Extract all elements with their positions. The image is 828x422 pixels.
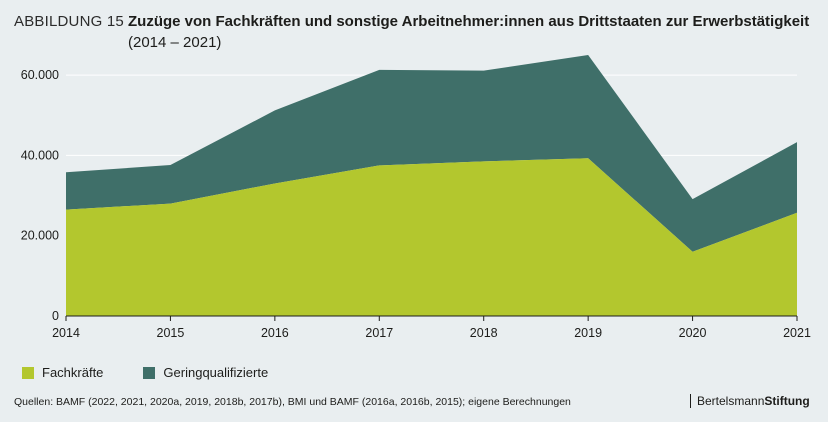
area-layer [66, 55, 797, 316]
brand-part2: Stiftung [764, 394, 810, 408]
legend-swatch-gering [143, 366, 156, 379]
x-tick-label: 2014 [52, 326, 80, 340]
area-chart: 0 20.000 40.000 60.000 2014 2015 2016 2017 2018 2… [21, 55, 811, 340]
axis-layer: 0 20.000 40.000 60.000 2014 2015 2016 2017 2018 2… [21, 68, 811, 340]
x-tick-label: 2015 [157, 326, 185, 340]
area-fachkraefte [66, 158, 797, 316]
legend-label-gering: Geringqualifizierte [163, 365, 269, 380]
y-tick-label: 0 [52, 309, 59, 323]
source-note: Quellen: BAMF (2022, 2021, 2020a, 2019, … [14, 396, 571, 408]
x-tick-label: 2016 [261, 326, 289, 340]
y-tick-label: 40.000 [21, 148, 59, 162]
y-tick-label: 20.000 [21, 229, 59, 243]
figure-label: ABBILDUNG 15 [14, 13, 124, 30]
x-tick-label: 2020 [679, 326, 707, 340]
legend-swatch-fachkraefte [22, 366, 34, 379]
chart-title: Zuzüge von Fachkräften und sonstige Arbe… [128, 13, 810, 30]
x-tick-label: 2021 [783, 326, 811, 340]
x-tick-label: 2019 [574, 326, 602, 340]
legend-item-fachkraefte: Fachkräfte [22, 365, 103, 380]
legend-label-fachkraefte: Fachkräfte [42, 365, 104, 380]
x-tick-label: 2017 [365, 326, 393, 340]
x-tick-label: 2018 [470, 326, 498, 340]
y-tick-label: 60.000 [21, 68, 59, 82]
legend-item-gering: Geringqualifizierte [143, 365, 268, 380]
legend: Fachkräfte Geringqualifizierte [22, 365, 268, 380]
brand-part1: Bertelsmann [697, 394, 765, 408]
area-geringqualifizierte [66, 55, 797, 252]
chart-subtitle: (2014 – 2021) [128, 34, 222, 51]
brand-logo: BertelsmannStiftung [690, 394, 810, 408]
